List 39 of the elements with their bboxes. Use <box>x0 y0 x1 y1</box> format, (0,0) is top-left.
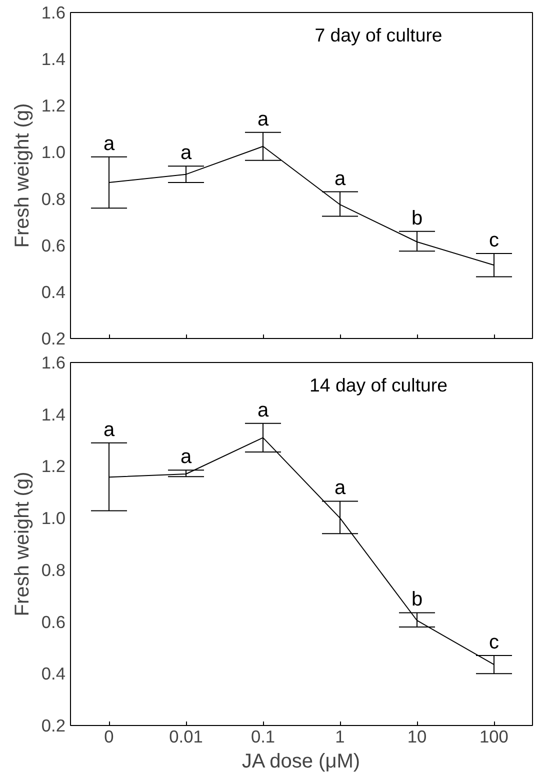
y-tick-label: 1.4 <box>41 404 66 424</box>
x-tick-label: 0 <box>104 726 114 746</box>
y-tick-label: 0.4 <box>41 282 66 302</box>
annotation: b <box>411 207 423 230</box>
x-tick-label: 0.1 <box>250 726 276 746</box>
y-tick-label: 1.0 <box>41 142 66 162</box>
annotation: a <box>103 418 116 441</box>
annotation: a <box>180 142 192 164</box>
x-tick-label: 100 <box>480 726 508 746</box>
y-tick-label: 0.6 <box>41 235 66 256</box>
y-tick-label: 0.2 <box>41 328 66 348</box>
y-tick-label: 1.0 <box>41 508 66 528</box>
annotation: c <box>489 230 499 252</box>
y-tick-label: 1.4 <box>41 49 66 70</box>
x-tick-label: 10 <box>407 726 427 746</box>
x-tick-label: 0.01 <box>169 726 203 746</box>
y-tick-label: 0.6 <box>41 612 66 632</box>
y-tick-label: 0.8 <box>41 188 66 209</box>
x-axis-title: JA dose (μM) <box>242 750 360 772</box>
annotation: a <box>103 132 116 155</box>
y-axis-title: Fresh weight (g) <box>11 472 34 616</box>
annotation: a <box>334 477 346 500</box>
y-tick-label: 1.2 <box>41 96 66 116</box>
annotation: a <box>180 446 192 468</box>
y-tick-label: 1.6 <box>41 352 66 372</box>
text: 7 day of culture <box>314 24 442 46</box>
text: 14 day of culture <box>310 374 448 396</box>
annotation: b <box>411 588 423 611</box>
x-tick-label: 1 <box>335 726 345 746</box>
y-tick-label: 0.4 <box>41 664 66 684</box>
y-tick-label: 0.2 <box>41 716 66 736</box>
annotation: a <box>257 399 270 422</box>
annotation: a <box>334 168 346 190</box>
y-tick-label: 1.6 <box>41 2 66 22</box>
y-tick-label: 0.8 <box>41 560 66 580</box>
y-axis-title: Fresh weight (g) <box>11 103 34 248</box>
annotation: a <box>257 108 270 130</box>
annotation: c <box>489 631 499 654</box>
y-tick-label: 1.2 <box>41 456 66 476</box>
